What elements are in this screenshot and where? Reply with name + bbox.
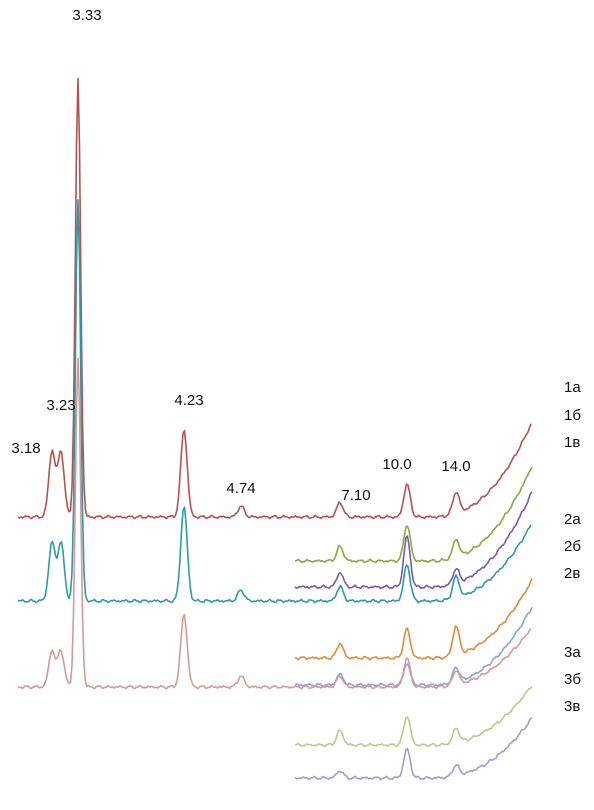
legend-label: 2б	[564, 538, 581, 555]
legend-label: 1а	[564, 379, 581, 396]
series-line-2б	[294, 578, 533, 661]
legend-label: 3б	[564, 671, 581, 688]
series-line-1б	[295, 466, 533, 564]
series-line-2в	[294, 606, 533, 688]
legend-label: 3в	[564, 698, 580, 715]
peak-label: 3.23	[46, 397, 75, 414]
legend-label: 2а	[564, 511, 581, 528]
series-line-1в	[294, 491, 533, 590]
legend-label: 3а	[564, 644, 581, 661]
series-line-3в	[294, 717, 533, 781]
series-line-3а	[17, 357, 532, 690]
series-line-1а	[17, 77, 532, 520]
peak-label: 14.0	[441, 458, 470, 475]
peak-label: 3.18	[11, 440, 40, 457]
legend-label: 1в	[564, 434, 580, 451]
peak-labels: 3.18 3.23 3.33 4.23 4.74 7.10 10.0 14.0	[11, 7, 470, 504]
peak-label: 3.33	[72, 7, 101, 24]
legend-label: 1б	[564, 407, 581, 424]
peak-label: 10.0	[382, 456, 411, 473]
peak-label: 7.10	[341, 487, 370, 504]
peak-label: 4.23	[174, 392, 203, 409]
legend: 1а 1б 1в 2а 2б 2в 3а 3б 3в	[564, 379, 581, 715]
series-line-2а	[17, 199, 532, 604]
peak-label: 4.74	[226, 480, 255, 497]
series-layer	[17, 77, 533, 781]
series-line-3б	[294, 685, 533, 748]
legend-label: 2в	[564, 565, 580, 582]
